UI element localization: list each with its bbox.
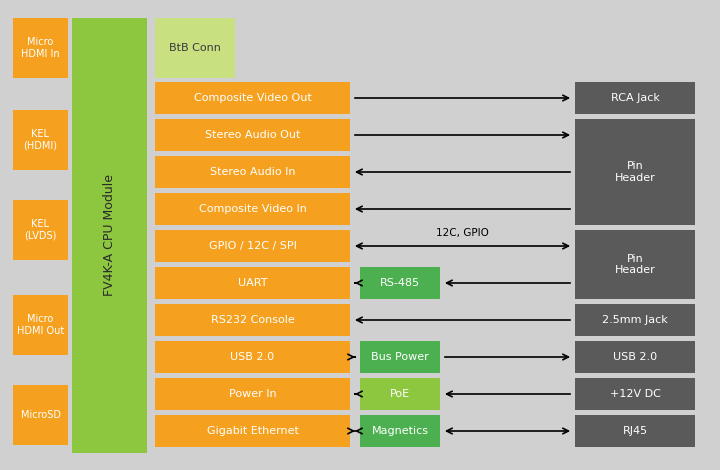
Text: Power In: Power In [229,389,276,399]
FancyBboxPatch shape [360,378,440,410]
Text: Composite Video Out: Composite Video Out [194,93,311,103]
Text: Pin
Header: Pin Header [615,254,655,275]
FancyBboxPatch shape [155,267,350,299]
FancyBboxPatch shape [155,304,350,336]
FancyBboxPatch shape [13,385,68,445]
Text: Stereo Audio Out: Stereo Audio Out [204,130,300,140]
FancyBboxPatch shape [13,295,68,355]
Text: USB 2.0: USB 2.0 [613,352,657,362]
Text: RS-485: RS-485 [380,278,420,288]
FancyBboxPatch shape [155,230,350,262]
Text: Micro
HDMI In: Micro HDMI In [21,37,60,59]
FancyBboxPatch shape [575,304,695,336]
Text: +12V DC: +12V DC [610,389,660,399]
Text: GPIO / 12C / SPI: GPIO / 12C / SPI [209,241,297,251]
FancyBboxPatch shape [575,341,695,373]
Text: Magnetics: Magnetics [372,426,428,436]
FancyBboxPatch shape [155,378,350,410]
FancyBboxPatch shape [155,415,350,447]
Text: 2.5mm Jack: 2.5mm Jack [602,315,668,325]
FancyBboxPatch shape [155,193,350,225]
Text: KEL
(HDMI): KEL (HDMI) [24,129,58,151]
FancyBboxPatch shape [155,341,350,373]
Text: UART: UART [238,278,267,288]
FancyBboxPatch shape [13,110,68,170]
Text: BtB Conn: BtB Conn [169,43,221,53]
Text: KEL
(LVDS): KEL (LVDS) [24,219,57,241]
Text: Composite Video In: Composite Video In [199,204,307,214]
Text: RS232 Console: RS232 Console [211,315,294,325]
Text: Bus Power: Bus Power [371,352,429,362]
FancyBboxPatch shape [155,156,350,188]
FancyBboxPatch shape [155,18,235,78]
Text: Gigabit Ethernet: Gigabit Ethernet [207,426,298,436]
FancyBboxPatch shape [155,82,350,114]
FancyBboxPatch shape [155,119,350,151]
FancyBboxPatch shape [575,82,695,114]
FancyBboxPatch shape [13,200,68,260]
Text: Stereo Audio In: Stereo Audio In [210,167,295,177]
Text: RJ45: RJ45 [622,426,647,436]
FancyBboxPatch shape [575,119,695,225]
FancyBboxPatch shape [575,415,695,447]
FancyBboxPatch shape [360,267,440,299]
FancyBboxPatch shape [575,230,695,299]
FancyBboxPatch shape [13,18,68,78]
Text: MicroSD: MicroSD [20,410,60,420]
Text: 12C, GPIO: 12C, GPIO [436,228,489,238]
Text: PoE: PoE [390,389,410,399]
FancyBboxPatch shape [72,18,147,453]
Text: Pin
Header: Pin Header [615,161,655,183]
Text: FV4K-A CPU Module: FV4K-A CPU Module [103,174,116,297]
Text: RCA Jack: RCA Jack [611,93,660,103]
Text: USB 2.0: USB 2.0 [230,352,274,362]
FancyBboxPatch shape [360,415,440,447]
FancyBboxPatch shape [360,341,440,373]
Text: Micro
HDMI Out: Micro HDMI Out [17,314,64,336]
FancyBboxPatch shape [575,378,695,410]
